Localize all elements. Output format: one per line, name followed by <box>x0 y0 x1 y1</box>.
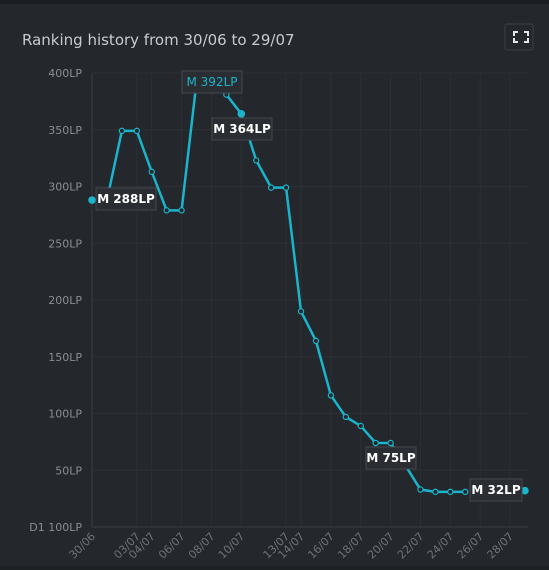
point <box>253 157 260 164</box>
annotation-box <box>469 478 523 502</box>
ranking-line <box>92 80 466 494</box>
x-tick-label: 26/07 <box>455 530 487 562</box>
x-tick-label: 06/07 <box>156 530 188 562</box>
x-tick-label: 20/07 <box>365 530 397 562</box>
point <box>282 184 290 191</box>
x-tick-label: 30/06 <box>67 530 99 562</box>
y-tick-label: 400LP <box>48 67 82 80</box>
annotation-box <box>365 446 417 470</box>
point <box>521 486 529 495</box>
y-tick-label: 200LP <box>48 294 82 307</box>
point <box>148 168 155 175</box>
annotation-label: M 32LP <box>471 483 520 497</box>
point <box>178 207 185 214</box>
annotation-label: M 392LP <box>187 75 238 89</box>
y-tick-label: 250LP <box>48 237 82 250</box>
point <box>417 486 424 493</box>
x-tick-label: 24/07 <box>425 530 457 562</box>
point <box>312 337 320 345</box>
point <box>432 488 439 496</box>
annotation-box <box>181 70 243 94</box>
chart: Ranking history from 30/06 to 29/07 D1 1… <box>22 23 534 562</box>
annotation-box <box>211 117 273 141</box>
x-tick-label: 22/07 <box>395 530 427 562</box>
chart-title: Ranking history from 30/06 to 29/07 <box>22 31 295 49</box>
annotation-label: M 75LP <box>366 451 415 465</box>
y-tick-label: 150LP <box>48 351 82 364</box>
point <box>357 422 364 430</box>
y-tick-label: 350LP <box>48 124 82 137</box>
x-tick-label: 18/07 <box>335 530 367 562</box>
y-tick-label: D1 100LP <box>29 521 82 534</box>
point <box>118 127 126 135</box>
point <box>462 488 469 496</box>
x-tick-label: 10/07 <box>216 530 248 562</box>
x-tick-label: 08/07 <box>186 530 218 562</box>
x-tick-label: 16/07 <box>305 530 337 562</box>
point <box>133 127 140 135</box>
annotation-box <box>95 187 157 211</box>
annotation-label: M 364LP <box>213 122 271 136</box>
point <box>327 392 335 399</box>
point <box>387 439 394 447</box>
y-tick-label: 50LP <box>55 464 82 477</box>
point <box>88 196 96 204</box>
y-tick-label: 100LP <box>48 408 82 421</box>
point <box>237 110 246 118</box>
x-tick-label: 28/07 <box>485 530 517 562</box>
point <box>267 184 275 191</box>
point <box>447 488 454 496</box>
point <box>342 413 350 421</box>
fullscreen-button[interactable] <box>504 23 534 51</box>
point <box>372 439 379 447</box>
point <box>163 207 170 214</box>
annotation-label: M 288LP <box>97 192 155 206</box>
point <box>297 308 305 315</box>
y-tick-label: 300LP <box>48 181 82 194</box>
